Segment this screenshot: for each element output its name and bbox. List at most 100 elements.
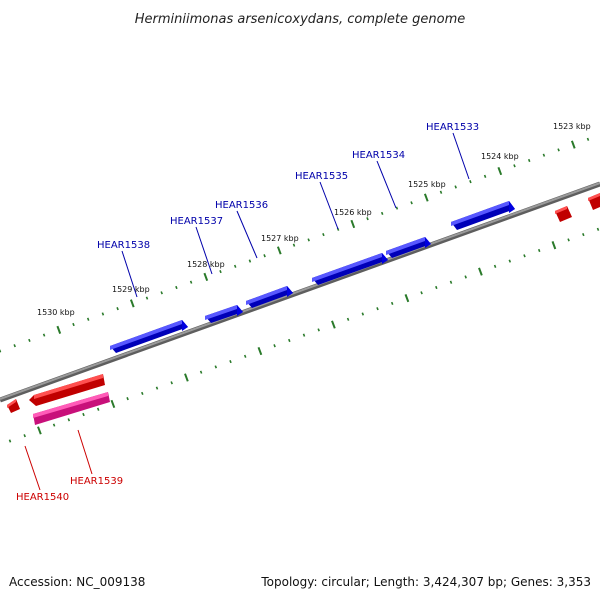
lower-row-minor-tick [508,259,512,263]
lower-row-minor-tick [8,439,12,443]
upper-row-minor-tick [292,243,296,247]
upper-row-major-tick [129,299,135,308]
genome-summary-text: Topology: circular; Length: 3,424,307 bp… [260,575,591,589]
reverse-gene-fragment-left[interactable] [7,399,20,413]
position-ticks-upper [0,137,590,353]
tick-label-1526: 1526 kbp [334,208,372,217]
lower-row-major-tick [404,294,410,303]
upper-row-minor-tick [307,238,310,242]
reverse-strand-genes [7,193,600,425]
upper-row-minor-tick [233,264,237,268]
gene-hear1540[interactable] [29,374,105,406]
gene-label-hear1533[interactable]: HEAR1533 [426,122,479,133]
upper-row-minor-tick [454,185,457,189]
upper-row-minor-tick [116,307,119,311]
lower-row-minor-tick [126,397,129,401]
upper-row-minor-tick [175,285,178,290]
lower-row-minor-tick [302,333,306,337]
upper-row-major-tick [276,246,282,255]
lower-row-minor-tick [449,280,453,284]
gene-hear1537[interactable] [205,305,243,323]
lower-row-minor-tick [199,370,203,374]
upper-row-minor-tick [483,174,487,178]
lower-row-minor-tick [464,275,467,279]
upper-row-minor-tick [380,211,384,215]
genome-backbone [0,181,600,403]
gene-label-hear1537[interactable]: HEAR1537 [170,216,223,227]
upper-row-minor-tick [557,148,560,152]
gene-label-leaders [24,132,470,491]
tick-label-1529: 1529 kbp [112,285,150,294]
reverse-gene-fragment-right-b[interactable] [588,193,600,210]
upper-row-minor-tick [527,158,531,163]
lower-row-minor-tick [523,254,526,258]
lower-row-minor-tick [23,434,26,438]
upper-row-minor-tick [248,259,252,263]
upper-row-minor-tick [410,201,413,205]
upper-row-minor-tick [28,338,31,342]
gene-hear1534[interactable] [386,237,431,258]
lower-row-minor-tick [243,354,247,358]
lower-row-minor-tick [567,238,570,242]
gene-label-hear1536[interactable]: HEAR1536 [215,200,268,211]
genome-title: Herminiimonas arsenicoxydans, complete g… [135,12,465,27]
upper-row-minor-tick [322,233,325,237]
gene-hear1535[interactable] [312,253,388,285]
upper-row-major-tick [203,272,209,282]
lower-row-major-tick [110,399,116,409]
gene-hear1536[interactable] [246,286,293,308]
upper-row-minor-tick [101,312,105,316]
lower-row-major-tick [257,346,263,356]
upper-row-major-tick [423,193,429,202]
lower-row-major-tick [331,320,336,329]
reverse-gene-fragment-right-a[interactable] [555,206,572,222]
gene-label-hear1535[interactable]: HEAR1535 [295,171,348,182]
upper-row-minor-tick [542,153,546,157]
gene-label-hear1538[interactable]: HEAR1538 [97,240,150,251]
accession-text: Accession: NC_009138 [9,575,145,589]
upper-row-minor-tick [86,317,90,321]
lower-row-minor-tick [346,317,350,321]
upper-row-major-tick [570,140,576,149]
position-ticks-lower [8,227,600,443]
gene-hear1539[interactable] [33,392,110,425]
tick-label-1528: 1528 kbp [187,260,225,269]
tick-label-1525: 1525 kbp [408,180,446,189]
lower-row-minor-tick [82,412,85,417]
lower-row-minor-tick [493,264,497,268]
tick-label-1523: 1523 kbp [553,122,591,131]
gene-hear1538[interactable] [110,320,188,353]
upper-row-minor-tick [586,137,590,141]
lower-row-minor-tick [288,338,291,343]
upper-row-minor-tick [263,254,266,258]
gene-label-hear1539[interactable]: HEAR1539 [70,476,123,487]
forward-strand-genes [110,201,515,353]
lower-row-minor-tick [273,344,276,348]
upper-row-minor-tick [189,280,193,284]
gene-labels: HEAR1533 HEAR1534 HEAR1535 HEAR1536 HEAR… [16,122,479,503]
upper-row-minor-tick [145,296,149,300]
upper-row-minor-tick [42,333,46,337]
lower-row-major-tick [551,241,557,250]
lower-row-minor-tick [376,307,379,311]
upper-row-major-tick [350,219,356,229]
lower-row-minor-tick [420,291,423,295]
upper-row-minor-tick [0,349,2,353]
tick-label-1530: 1530 kbp [37,308,75,317]
gene-label-hear1540[interactable]: HEAR1540 [16,492,69,503]
lower-row-minor-tick [435,285,438,290]
lower-row-minor-tick [317,328,320,332]
lower-row-minor-tick [229,360,232,364]
lower-row-minor-tick [155,386,159,390]
tick-label-1524: 1524 kbp [481,152,519,161]
gene-label-hear1534[interactable]: HEAR1534 [352,150,405,161]
lower-row-minor-tick [361,312,365,316]
lower-row-major-tick [37,426,42,435]
lower-row-minor-tick [596,227,600,231]
lower-row-minor-tick [52,423,56,427]
tick-label-1527: 1527 kbp [261,234,299,243]
gene-hear1533[interactable] [451,201,515,230]
tick-labels: 1523 kbp 1524 kbp 1525 kbp 1526 kbp 1527… [37,122,591,317]
upper-row-minor-tick [13,344,16,348]
